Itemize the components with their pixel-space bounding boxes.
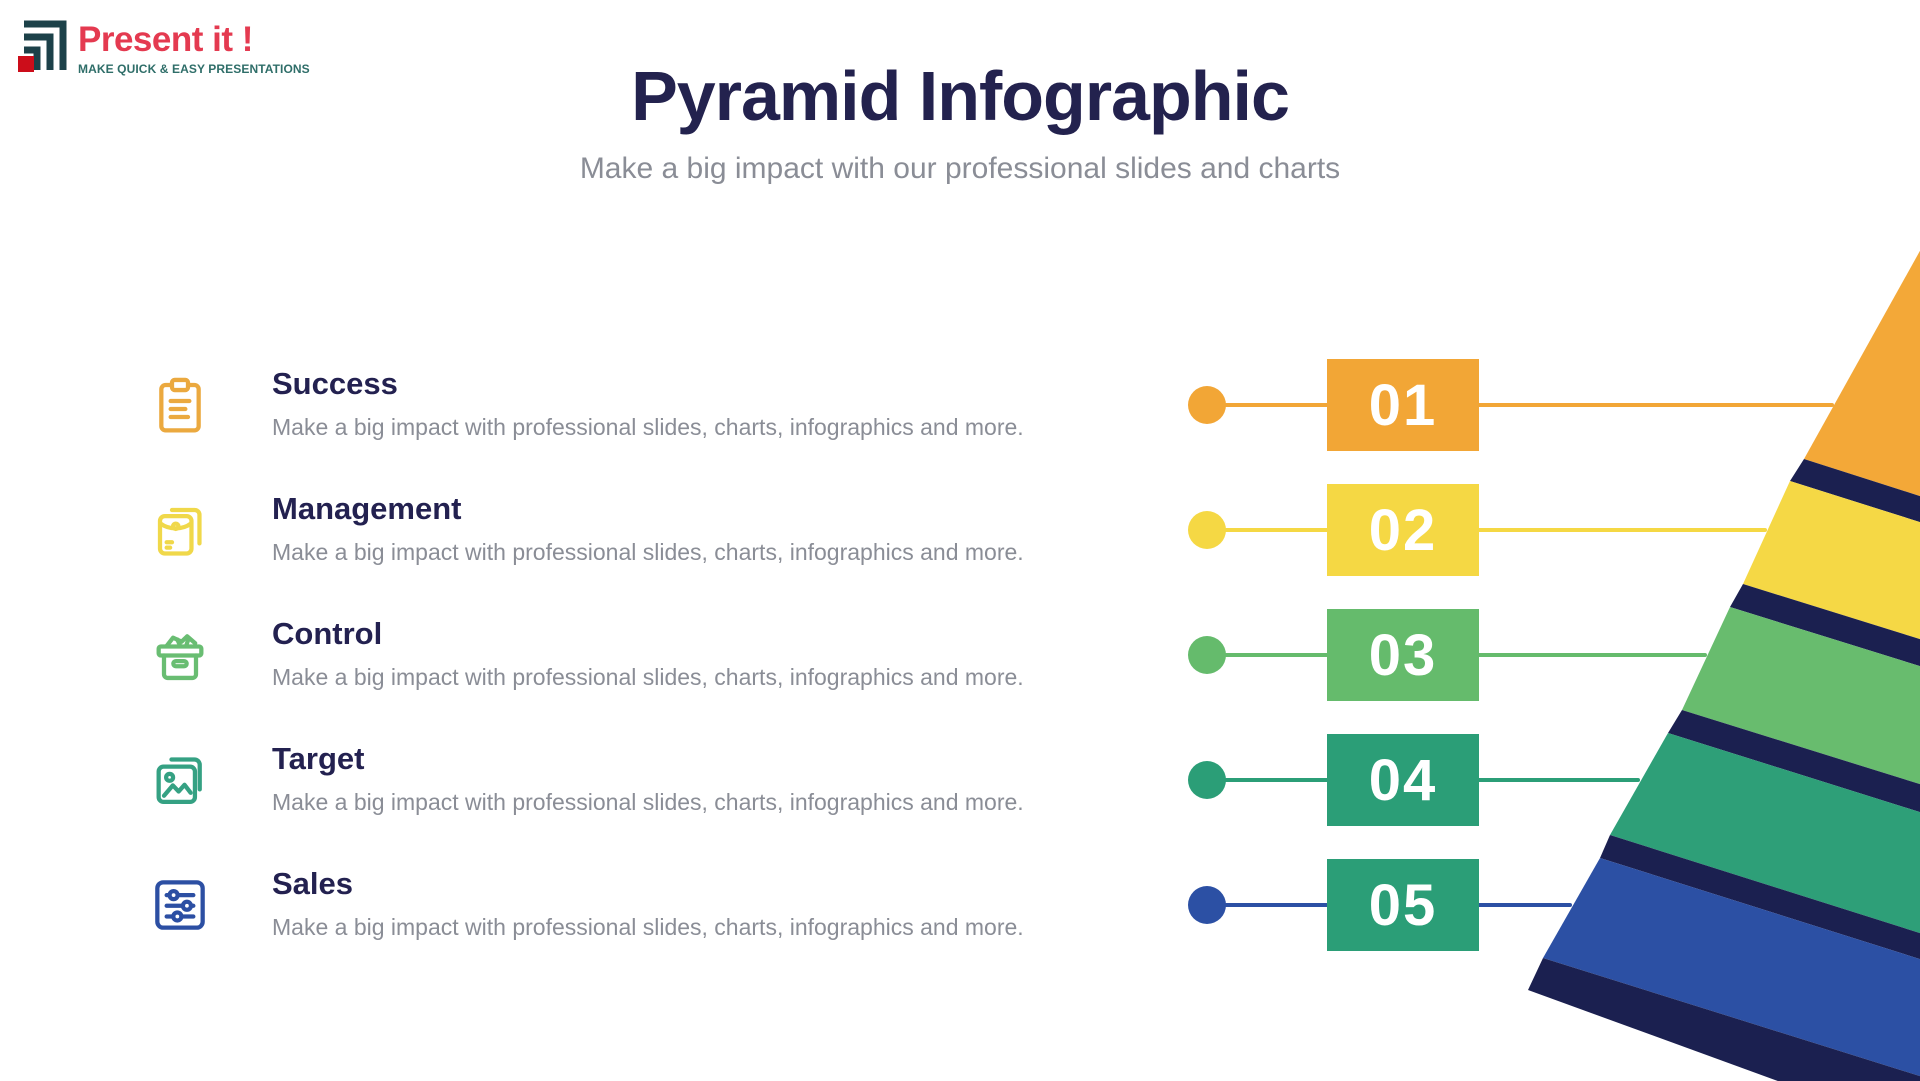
- pyramid-layer-5: [1543, 858, 1920, 1077]
- image-icon: [148, 748, 212, 812]
- logo-text: Present it ! MAKE QUICK & EASY PRESENTAT…: [78, 14, 310, 76]
- step-connector-line: [1207, 403, 1834, 407]
- logo: Present it ! MAKE QUICK & EASY PRESENTAT…: [16, 14, 310, 76]
- pyramid-separator: [1668, 710, 1920, 813]
- step-dot: [1188, 386, 1226, 424]
- item-title: Success: [272, 366, 398, 401]
- item-description: Make a big impact with professional slid…: [272, 914, 1024, 941]
- step-number-badge: 05: [1327, 859, 1479, 951]
- logo-mark-accent: [18, 56, 34, 72]
- step-number-badge: 01: [1327, 359, 1479, 451]
- list-item: Management Make a big impact with profes…: [148, 474, 1024, 586]
- step-dot: [1188, 511, 1226, 549]
- item-description: Make a big impact with professional slid…: [272, 789, 1024, 816]
- step-dot: [1188, 886, 1226, 924]
- step-number-badge: 03: [1327, 609, 1479, 701]
- list-item-text: Management Make a big impact with profes…: [272, 491, 1024, 568]
- archive-box-icon: [148, 623, 212, 687]
- pyramid-separator: [1730, 584, 1920, 667]
- pyramid-separator: [1600, 835, 1920, 960]
- page-title: Pyramid Infographic: [631, 57, 1290, 135]
- pyramid-layer-1: [1804, 250, 1920, 497]
- item-description: Make a big impact with professional slid…: [272, 414, 1024, 441]
- sliders-icon: [148, 873, 212, 937]
- list-item-text: Control Make a big impact with professio…: [272, 616, 1024, 693]
- step-dot: [1188, 761, 1226, 799]
- logo-brand: Present it !: [78, 20, 253, 59]
- pyramid-layer-3: [1682, 607, 1920, 785]
- step-number-badge: 04: [1327, 734, 1479, 826]
- list-item: Control Make a big impact with professio…: [148, 599, 1024, 711]
- step-number-badge: 02: [1327, 484, 1479, 576]
- clipboard-icon: [148, 373, 212, 437]
- pyramid-layer-2: [1743, 481, 1920, 640]
- list-item: Sales Make a big impact with professiona…: [148, 849, 1024, 961]
- item-description: Make a big impact with professional slid…: [272, 539, 1024, 566]
- item-title: Control: [272, 616, 383, 651]
- item-title: Sales: [272, 866, 354, 901]
- item-title: Target: [272, 741, 365, 776]
- list-item-text: Target Make a big impact with profession…: [272, 741, 1024, 818]
- pyramid-separator: [1528, 958, 1920, 1081]
- item-description: Make a big impact with professional slid…: [272, 664, 1024, 691]
- logo-mark-icon: [18, 20, 67, 72]
- list-item-text: Success Make a big impact with professio…: [272, 366, 1024, 443]
- envelope-icon: [148, 498, 212, 562]
- step-dot: [1188, 636, 1226, 674]
- pyramid-separator: [1790, 459, 1920, 523]
- logo-tagline: MAKE QUICK & EASY PRESENTATIONS: [78, 61, 310, 76]
- page-subtitle: Make a big impact with our professional …: [579, 152, 1341, 185]
- step-connector-line: [1207, 528, 1767, 532]
- pyramid-layer-4: [1610, 733, 1920, 934]
- list-item-text: Sales Make a big impact with professiona…: [272, 866, 1024, 943]
- list-item: Target Make a big impact with profession…: [148, 724, 1024, 836]
- list-item: Success Make a big impact with professio…: [148, 349, 1024, 461]
- item-title: Management: [272, 491, 462, 526]
